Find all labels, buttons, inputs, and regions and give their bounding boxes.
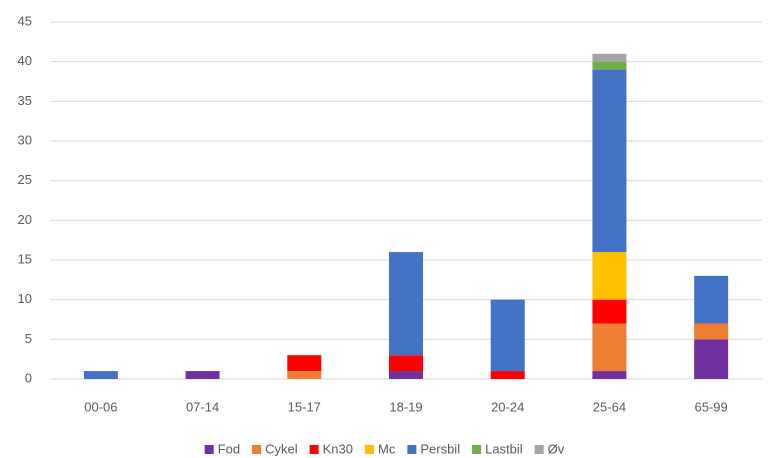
bar-segment: [287, 371, 322, 379]
bar-segment: [83, 371, 118, 379]
x-tick-label: 18-19: [389, 399, 422, 414]
legend-label: Fod: [218, 441, 240, 456]
x-tick-label: 25-64: [593, 399, 626, 414]
legend-label: Øv: [548, 441, 565, 456]
bar-segment: [592, 252, 627, 300]
legend-swatch: [204, 445, 214, 454]
x-tick-label: 15-17: [288, 399, 321, 414]
y-tick-label: 10: [18, 291, 32, 306]
y-tick-label: 25: [18, 172, 32, 187]
legend-swatch: [252, 445, 262, 454]
legend-label: Lastbil: [485, 441, 523, 456]
legend-swatch: [309, 445, 319, 454]
x-tick-label: 07-14: [186, 399, 219, 414]
bar-segment: [592, 53, 627, 62]
bar-segment: [592, 299, 627, 324]
legend-label: Mc: [378, 441, 396, 456]
bar-segment: [592, 323, 627, 372]
y-tick-label: 0: [25, 370, 32, 385]
bar-segment: [592, 61, 627, 70]
bar-segment: [592, 371, 627, 379]
y-tick-label: 40: [18, 53, 32, 68]
legend-swatch: [365, 445, 374, 454]
legend-label: Cykel: [265, 441, 298, 456]
legend-swatch: [472, 445, 482, 454]
y-tick-label: 20: [18, 212, 32, 227]
y-tick-label: 15: [18, 251, 32, 266]
legend-swatch: [534, 445, 544, 454]
bar-segment: [185, 371, 220, 379]
y-tick-label: 30: [18, 132, 32, 147]
bar-segment: [389, 371, 423, 379]
legend-label: Kn30: [323, 441, 353, 456]
x-tick-label: 00-06: [84, 399, 117, 414]
y-tick-label: 45: [18, 13, 32, 28]
bar-segment: [490, 299, 525, 372]
legend-swatch: [407, 445, 417, 454]
y-tick-label: 5: [25, 331, 32, 346]
legend-label: Persbil: [420, 441, 460, 456]
bar-segment: [694, 275, 729, 324]
x-tick-label: 65-99: [695, 399, 728, 414]
bar-segment: [490, 371, 525, 379]
bar-segment: [287, 355, 322, 372]
bar-segment: [694, 323, 729, 340]
bar-segment: [592, 69, 627, 253]
x-tick-label: 20-24: [491, 399, 524, 414]
bar-segment: [389, 252, 423, 356]
bar-segment: [694, 339, 729, 379]
y-tick-label: 35: [18, 93, 32, 108]
bar-segment: [389, 355, 423, 372]
